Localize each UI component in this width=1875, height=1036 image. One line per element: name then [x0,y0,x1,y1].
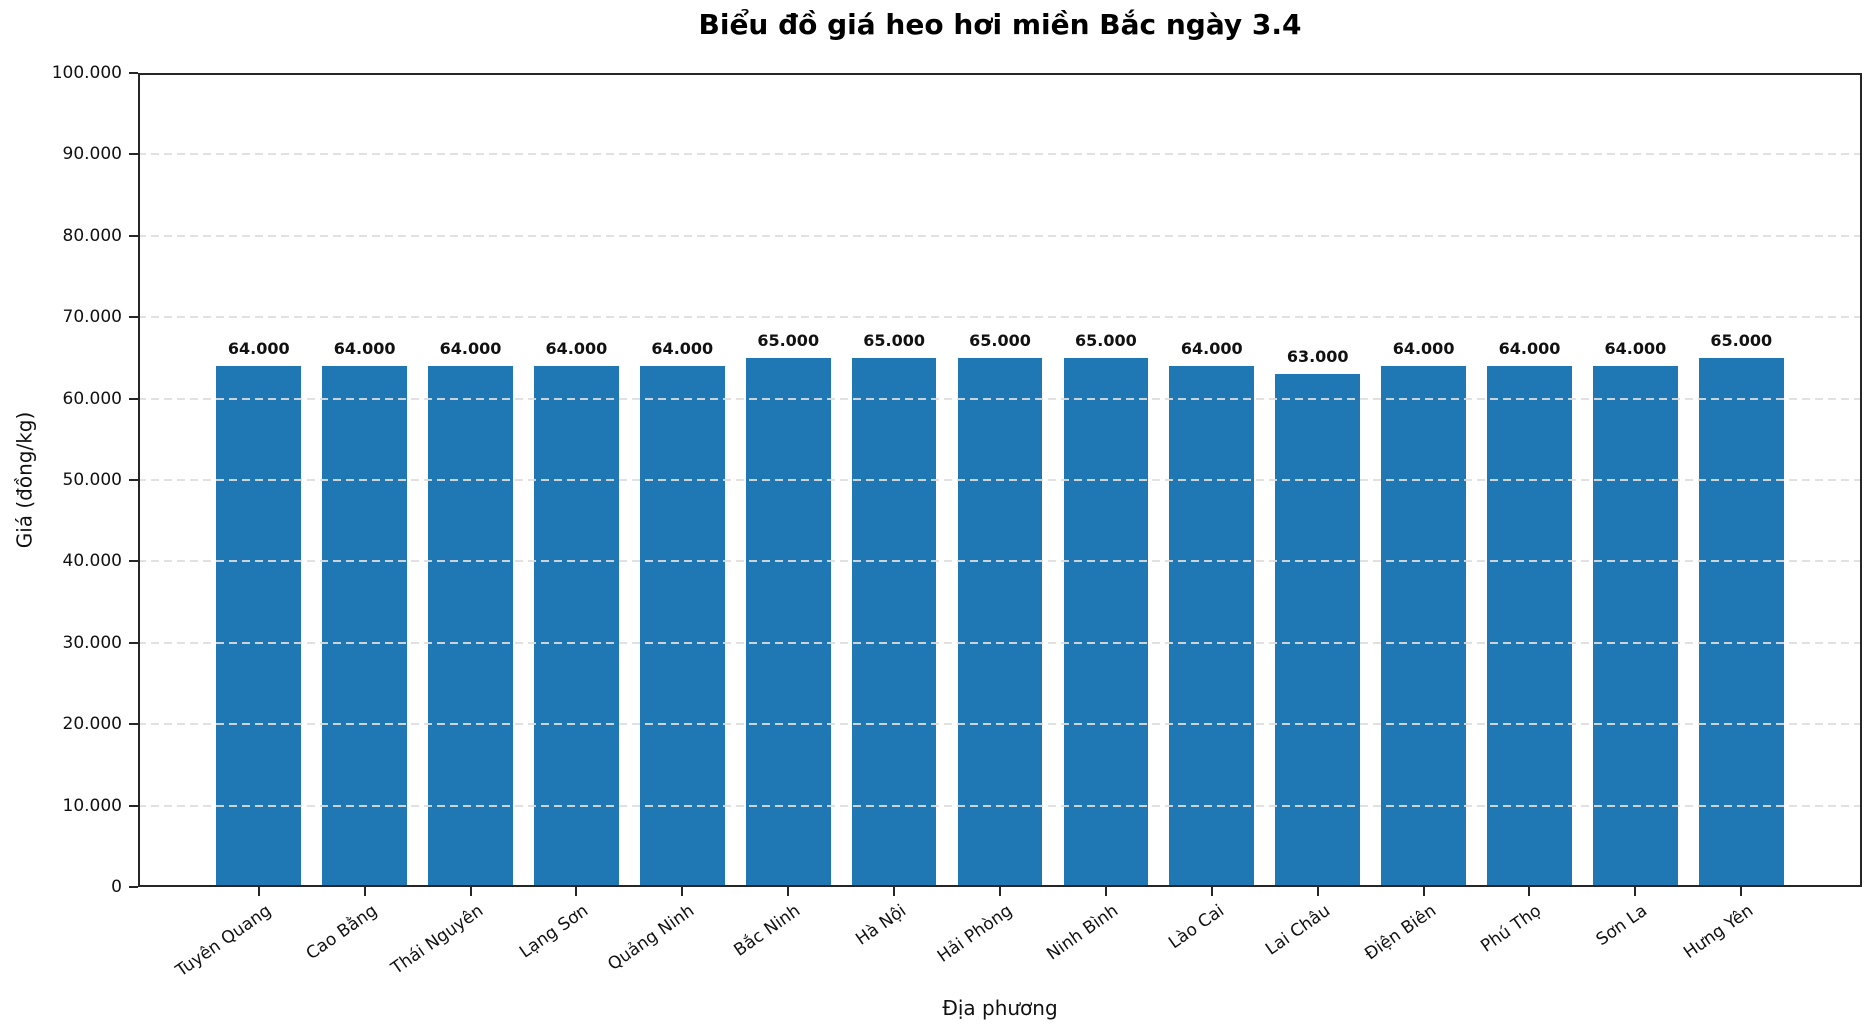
bar [1698,357,1784,887]
bar [745,357,831,887]
bar-value-label: 65.000 [757,330,820,350]
bar [1275,374,1361,887]
x-tick-mark [575,887,578,896]
y-tick-mark [129,153,138,156]
y-axis-label: Giá (đồng/kg) [12,411,36,549]
y-tick-mark [129,723,138,726]
bar [428,366,513,887]
bar-labels-layer: 64.000 64.000 64.000 64.000 64.000 65.000 65.0… [138,73,1862,887]
gridline [138,397,1862,400]
x-axis: Tuyên Quang Cao Bằng Thái Nguyên Lạng Sơn Qu… [138,73,1862,981]
bar-value-label: 65.000 [863,330,925,350]
x-tick-mark [999,887,1001,896]
bar [216,366,302,887]
bar [1487,366,1572,887]
gridline [138,723,1862,726]
x-tick-mark [1634,887,1637,896]
x-tick-mark [1210,887,1213,896]
bar-value-label: 64.000 [1392,339,1455,359]
y-tick-mark [129,479,138,481]
bar-value-label: 64.000 [1180,339,1243,359]
bar [1063,357,1149,887]
y-axis: 0 10.000 20.000 30.000 40.000 50.000 60.000 70.… [52,63,1862,897]
bar-value-label: 64.000 [1604,339,1667,359]
y-tick-mark [129,316,138,319]
bar-value-label: 65.000 [1075,330,1137,350]
gridline [138,234,1862,237]
x-tick-mark [893,887,896,896]
bar [322,366,407,887]
bar-value-label: 64.000 [227,339,290,359]
gridline [138,479,1862,481]
bar-value-label: 64.000 [545,339,608,359]
bar [1381,366,1466,887]
bar [851,357,937,887]
y-tick-mark [129,641,138,644]
x-tick-mark [1740,887,1743,896]
bar-value-label: 64.000 [439,339,502,359]
y-axis-label-wrap: Giá (đồng/kg) [6,73,42,887]
bar [957,357,1043,887]
gridline [138,153,1862,156]
x-tick-mark [1104,887,1107,896]
x-tick-mark [1316,887,1319,896]
x-tick-mark [681,887,684,896]
y-tick-mark [129,804,138,807]
bars-layer [138,73,1862,887]
bar [1593,366,1678,887]
bar-value-label: 64.000 [651,339,714,359]
bar [534,366,619,887]
x-tick-mark [363,887,366,896]
gridline [138,641,1862,644]
x-tick-mark [257,887,260,896]
x-tick-mark [1422,887,1425,896]
x-tick-mark [469,887,472,896]
bar-value-label: 63.000 [1286,347,1349,367]
bar-value-label: 65.000 [969,330,1031,350]
y-tick-mark [129,886,138,888]
bar-value-label: 65.000 [1710,330,1773,350]
gridline [138,804,1862,807]
x-axis-label: Địa phương [942,996,1058,1020]
y-tick-mark [129,397,138,400]
chart-title: Biểu đồ giá heo hơi miền Bắc ngày 3.4 [698,8,1302,41]
gridline [138,316,1862,319]
bar-value-label: 64.000 [333,339,396,359]
gridlines-layer [138,73,1862,887]
bar-value-label: 64.000 [1498,339,1561,359]
y-tick-mark [129,72,138,74]
y-tick-mark [129,234,138,237]
bar [1169,366,1255,887]
bar [639,366,725,887]
x-tick-mark [1528,887,1531,896]
x-tick-mark [787,887,790,896]
plot-area [138,73,1862,887]
gridline [138,560,1862,563]
y-tick-mark [129,560,138,563]
